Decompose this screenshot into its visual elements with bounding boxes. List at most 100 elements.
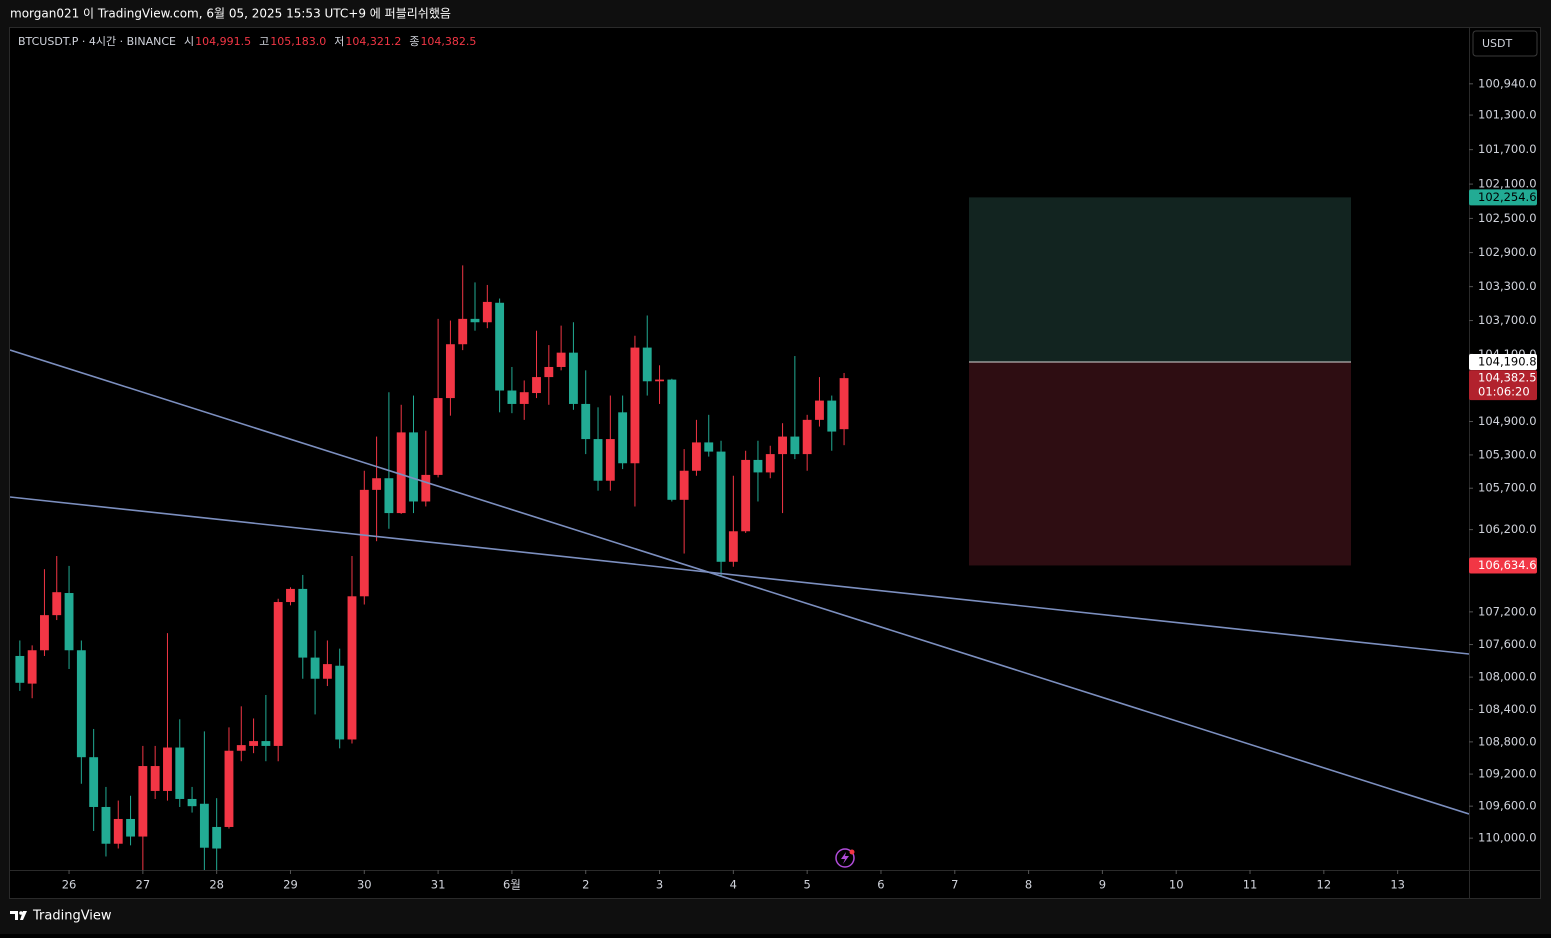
legend-field-value: 105,183.0 bbox=[270, 35, 326, 48]
x-tick-label: 27 bbox=[136, 878, 151, 892]
candle-body bbox=[839, 378, 849, 430]
candle-body bbox=[347, 596, 357, 740]
x-tick-label: 6월 bbox=[503, 878, 521, 892]
candle-body bbox=[741, 459, 751, 532]
candle-body bbox=[150, 766, 160, 791]
candle-body bbox=[642, 347, 652, 382]
candle-body bbox=[790, 436, 800, 455]
drawings bbox=[10, 349, 1469, 815]
candle-body bbox=[630, 347, 640, 464]
candle-body bbox=[199, 803, 209, 848]
candle-body bbox=[728, 531, 738, 562]
candle-body bbox=[89, 757, 99, 807]
candle-body bbox=[593, 439, 603, 481]
candle-body bbox=[138, 766, 148, 837]
y-tick-label: 105,700.0 bbox=[1478, 481, 1537, 495]
legend-field-value: 104,321.2 bbox=[345, 35, 401, 48]
candle-body bbox=[113, 818, 123, 844]
x-tick-label: 26 bbox=[62, 878, 77, 892]
y-tick-label: 106,200.0 bbox=[1478, 522, 1537, 536]
candle-body bbox=[495, 302, 505, 391]
candle-body bbox=[704, 442, 714, 452]
y-tick-label: 102,900.0 bbox=[1478, 245, 1537, 259]
x-tick-label: 13 bbox=[1390, 878, 1405, 892]
logo-dot bbox=[19, 911, 23, 915]
x-tick-label: 28 bbox=[209, 878, 224, 892]
price-label: 104,382.5 bbox=[1478, 371, 1537, 385]
candle-body bbox=[286, 588, 295, 603]
y-tick-label: 109,200.0 bbox=[1478, 767, 1537, 781]
x-tick-label: 10 bbox=[1169, 878, 1184, 892]
x-tick-label: 11 bbox=[1243, 878, 1258, 892]
x-tick-label: 2 bbox=[582, 878, 589, 892]
y-tick-label: 102,100.0 bbox=[1478, 177, 1537, 191]
candle-body bbox=[175, 747, 185, 799]
legend-field-name: 시 bbox=[184, 35, 194, 48]
candle-body bbox=[581, 403, 591, 440]
candle-body bbox=[15, 655, 25, 683]
y-tick-label: 101,700.0 bbox=[1478, 142, 1537, 156]
x-tick-label: 7 bbox=[951, 878, 958, 892]
candle-body bbox=[101, 806, 111, 844]
y-tick-label: 107,200.0 bbox=[1478, 604, 1537, 618]
candle-body bbox=[716, 451, 726, 562]
trend-line bbox=[10, 496, 1469, 655]
candle-body bbox=[261, 741, 271, 746]
plot-area bbox=[15, 197, 1351, 870]
candle-body bbox=[482, 301, 492, 323]
candle-body bbox=[384, 478, 394, 514]
header: morgan021 이 TradingView.com, 6월 05, 2025… bbox=[10, 7, 451, 21]
candle-body bbox=[433, 398, 443, 475]
x-tick-label: 12 bbox=[1317, 878, 1332, 892]
legend-field-name: 저 bbox=[334, 35, 344, 48]
y-tick-label: 105,300.0 bbox=[1478, 447, 1537, 461]
icon-bolt[interactable] bbox=[841, 852, 849, 864]
y-tick-label: 108,000.0 bbox=[1478, 670, 1537, 684]
candle-body bbox=[322, 664, 332, 679]
candle-body bbox=[655, 379, 664, 382]
candle-body bbox=[335, 665, 345, 740]
candle-body bbox=[409, 432, 418, 502]
legend-field-name: 고 bbox=[259, 35, 269, 48]
symbol: BTCUSDT.P · 4시간 · BINANCE bbox=[18, 35, 176, 48]
x-tick-label: 6 bbox=[877, 878, 884, 892]
candle-body bbox=[568, 352, 578, 404]
candle-body bbox=[310, 657, 320, 679]
candle-body bbox=[52, 592, 62, 616]
loss-zone bbox=[969, 361, 1351, 566]
x-tick-label: 31 bbox=[431, 878, 446, 892]
candle-body bbox=[236, 745, 246, 751]
candle-body bbox=[827, 400, 837, 432]
icon-dot[interactable] bbox=[849, 849, 855, 855]
candle-body bbox=[224, 750, 234, 827]
legend-field-value: 104,382.5 bbox=[420, 35, 476, 48]
y-tick-label: 103,700.0 bbox=[1478, 313, 1537, 327]
price-label-box bbox=[1469, 370, 1537, 401]
price-label: 102,254.6 bbox=[1478, 190, 1537, 204]
y-tick-label: 102,500.0 bbox=[1478, 211, 1537, 225]
candle-body bbox=[556, 352, 566, 367]
x-tick-label: 9 bbox=[1099, 878, 1106, 892]
y-tick-label: 107,600.0 bbox=[1478, 637, 1537, 651]
x-tick-label: 4 bbox=[730, 878, 737, 892]
x-tick-label: 30 bbox=[357, 878, 372, 892]
candle-body bbox=[765, 454, 775, 473]
currency-button[interactable] bbox=[1472, 30, 1538, 57]
candle-body bbox=[519, 392, 529, 404]
candle-body bbox=[753, 459, 763, 473]
x-tick-label: 8 bbox=[1025, 878, 1032, 892]
candle-body bbox=[163, 747, 172, 791]
icon-ring[interactable] bbox=[835, 848, 855, 868]
candle-body bbox=[815, 400, 824, 420]
replay-icon[interactable] bbox=[835, 848, 855, 868]
candle-body bbox=[421, 474, 431, 502]
candle-body bbox=[667, 379, 677, 500]
candle-body bbox=[605, 439, 615, 481]
price-label-box bbox=[1469, 353, 1537, 370]
footer-brand: TradingView bbox=[32, 909, 112, 924]
price-label: 106,634.6 bbox=[1478, 558, 1537, 572]
candle-body bbox=[298, 588, 308, 658]
currency[interactable]: USDT bbox=[1482, 37, 1513, 50]
